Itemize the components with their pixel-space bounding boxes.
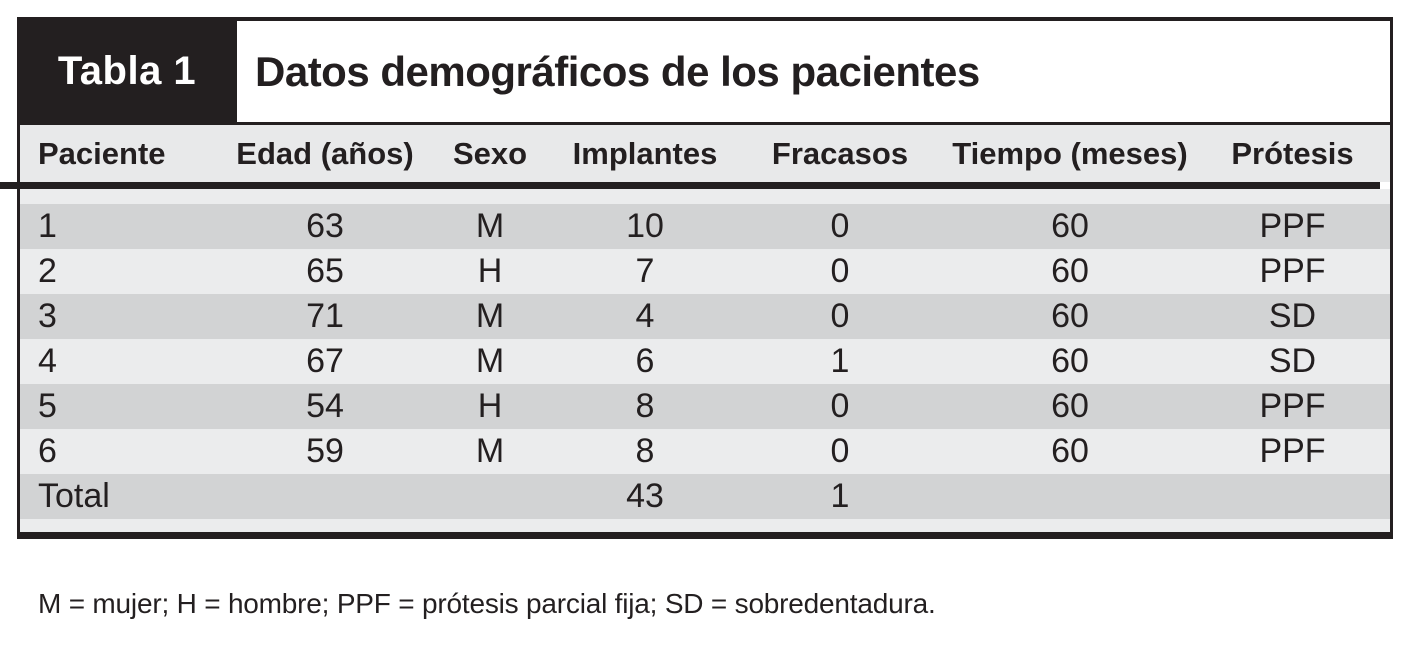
column-header: Fracasos (771, 135, 909, 171)
table-cell: 60 (1051, 297, 1089, 335)
table-cell: 63 (306, 207, 344, 245)
table-cell: 7 (635, 252, 655, 290)
table-cell: 2 (38, 252, 57, 290)
total-row: Total 43 1 (20, 474, 1390, 519)
table-cell: 0 (830, 297, 850, 335)
table-row: 3 71 M 4 0 60 SD (20, 294, 1390, 339)
table-cell: 5 (38, 387, 57, 425)
table-cell: 0 (830, 207, 850, 245)
table-cell: 4 (635, 297, 655, 335)
table-tag: Tabla 1 (17, 17, 237, 125)
table-cell: M (475, 432, 505, 470)
table-cell: PPF (1259, 387, 1326, 425)
table-cell: PPF (1259, 432, 1326, 470)
table-cell: 6 (38, 432, 57, 470)
table-row: 1 63 M 10 0 60 PPF (20, 204, 1390, 249)
table-cell: Total (38, 477, 110, 515)
table-title: Datos demográficos de los pacientes (255, 47, 980, 95)
table-cell: M (475, 297, 505, 335)
table-cell: 60 (1051, 432, 1089, 470)
table-cell: 65 (306, 252, 344, 290)
column-header: Implantes (572, 135, 718, 171)
column-header: Edad (años) (236, 135, 414, 171)
column-header: Paciente (38, 135, 166, 171)
table-footnote: M = mujer; H = hombre; PPF = prótesis pa… (38, 588, 936, 619)
table-cell: 60 (1051, 387, 1089, 425)
demographics-table: Tabla 1 Datos demográficos de los pacien… (0, 17, 1393, 539)
table-cell: 43 (626, 477, 664, 515)
table-cell: PPF (1259, 252, 1326, 290)
table-cell: 60 (1051, 207, 1089, 245)
table-cell: 1 (830, 342, 850, 380)
column-header: Tiempo (meses) (952, 135, 1188, 171)
column-header: Prótesis (1231, 135, 1354, 171)
table-row: 5 54 H 8 0 60 PPF (20, 384, 1390, 429)
table-cell: 0 (830, 252, 850, 290)
table-cell: 0 (830, 387, 850, 425)
table-cell: 59 (306, 432, 344, 470)
table-cell: 60 (1051, 252, 1089, 290)
table-body: 1 63 M 10 0 60 PPF 2 65 H 7 0 60 PPF 3 71 M 4 0 60 SD 4 67 M 6 1 6… (20, 189, 1390, 532)
table-cell: 54 (306, 387, 344, 425)
table-cell: M (475, 342, 505, 380)
table-cell: 10 (626, 207, 664, 245)
table-cell: SD (1268, 297, 1317, 335)
table-header-row: Paciente Edad (años) Sexo Implantes Fracasos… (20, 125, 1390, 182)
table-cell: 1 (830, 477, 850, 515)
table-cell: 6 (635, 342, 655, 380)
table-cell: 1 (38, 207, 57, 245)
table-cell: 67 (306, 342, 344, 380)
table-row: 2 65 H 7 0 60 PPF (20, 249, 1390, 294)
table-title-bar: Tabla 1 Datos demográficos de los pacien… (17, 17, 1390, 125)
table-cell: SD (1268, 342, 1317, 380)
table-tag-label: Tabla 1 (57, 48, 197, 93)
table-cell: 8 (635, 387, 655, 425)
table-row: 4 67 M 6 1 60 SD (20, 339, 1390, 384)
table-cell: H (477, 252, 503, 290)
table-cell: 4 (38, 342, 57, 380)
table-cell: 8 (635, 432, 655, 470)
table-cell: 0 (830, 432, 850, 470)
table-cell: 71 (306, 297, 344, 335)
column-header: Sexo (452, 135, 528, 171)
header-rule (0, 182, 1380, 189)
table-cell: M (475, 207, 505, 245)
table-row: 6 59 M 8 0 60 PPF (20, 429, 1390, 474)
table-cell: PPF (1259, 207, 1326, 245)
table-cell: H (477, 387, 503, 425)
table-cell: 3 (38, 297, 57, 335)
table-cell: 60 (1051, 342, 1089, 380)
